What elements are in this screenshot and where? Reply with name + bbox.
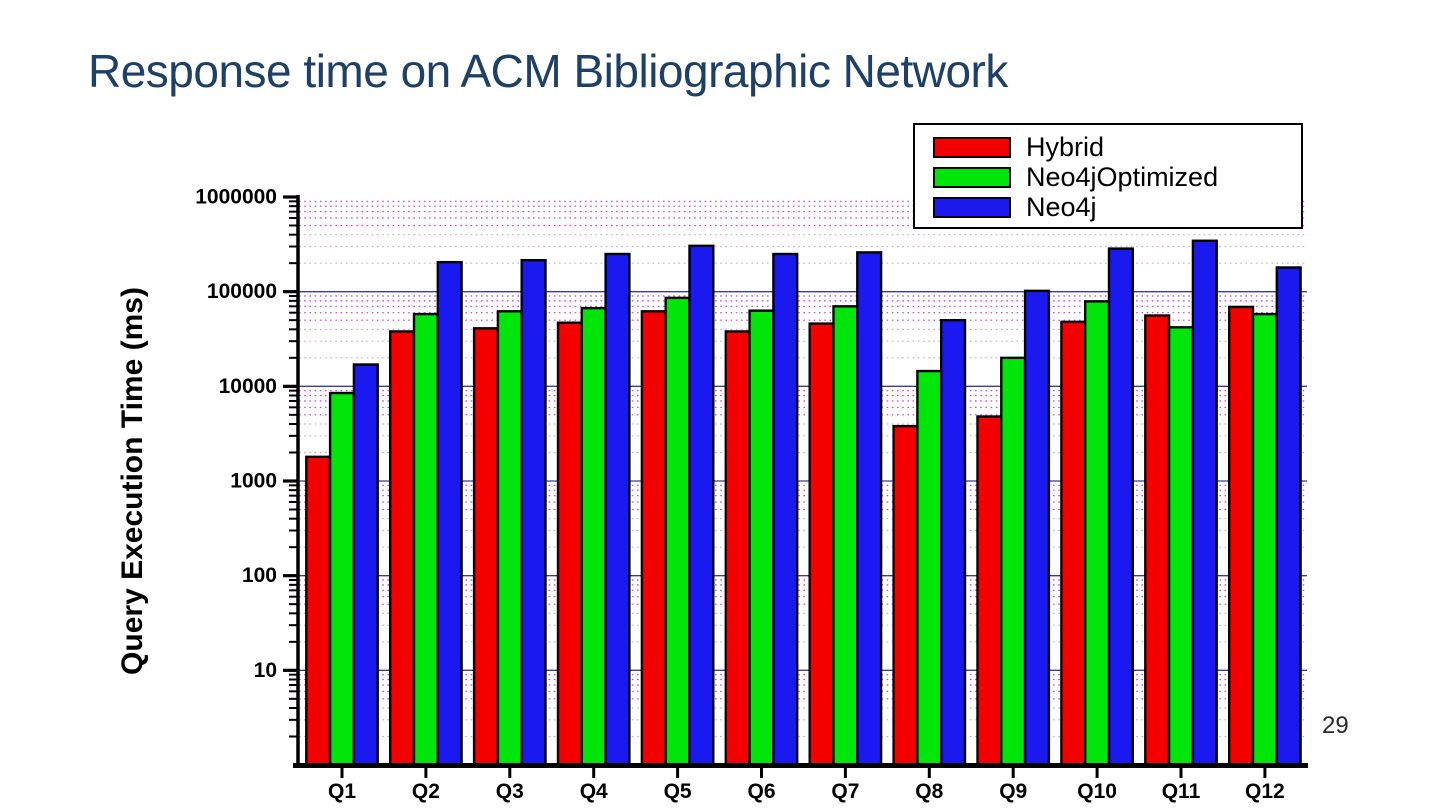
y-tick-label: 10000	[219, 375, 277, 398]
bar-hybrid-q1	[305, 455, 332, 767]
bar-hybrid-q2	[389, 330, 416, 767]
bar-neo4joptimized-q9	[1000, 356, 1027, 767]
y-tick-label: 100	[242, 564, 277, 587]
bar-hybrid-q11	[1144, 314, 1171, 767]
bar-neo4joptimized-q7	[832, 305, 859, 767]
bar-hybrid-q5	[640, 310, 667, 767]
x-tick-label: Q12	[1245, 780, 1285, 803]
legend-label-neo4joptimized: Neo4jOptimized	[1026, 161, 1219, 192]
bar-neo4joptimized-q3	[496, 310, 523, 767]
x-tick-label: Q5	[664, 780, 692, 803]
bar-hybrid-q3	[472, 327, 500, 767]
bar-neo4joptimized-q4	[580, 306, 607, 767]
bar-neo4j-q10	[1107, 247, 1134, 767]
bar-neo4j-q11	[1191, 239, 1218, 767]
bar-hybrid-q8	[892, 424, 919, 767]
y-tick-label: 100000	[207, 280, 277, 303]
bar-hybrid-q4	[556, 321, 583, 767]
x-tick-label: Q3	[496, 780, 524, 803]
bar-hybrid-q6	[724, 330, 751, 767]
bar-hybrid-q12	[1227, 305, 1255, 767]
x-tick-label: Q8	[915, 780, 943, 803]
x-tick-label: Q9	[999, 780, 1027, 803]
y-tick-label: 10	[254, 659, 277, 682]
bar-neo4j-q5	[688, 244, 715, 767]
bar-neo4joptimized-q12	[1251, 312, 1278, 767]
bar-hybrid-q7	[808, 322, 835, 767]
bar-neo4j-q3	[520, 258, 547, 767]
legend-item-neo4joptimized: Neo4jOptimized	[933, 162, 1301, 192]
legend-item-neo4j: Neo4j	[933, 192, 1301, 222]
legend-label-hybrid: Hybrid	[1026, 131, 1105, 162]
bar-neo4j-q6	[772, 252, 799, 767]
bar-neo4j-q1	[352, 363, 379, 767]
x-tick-label: Q2	[412, 780, 440, 803]
bar-hybrid-q9	[976, 415, 1003, 767]
bar-neo4joptimized-q10	[1083, 300, 1111, 767]
legend-item-hybrid: Hybrid	[933, 132, 1301, 162]
bar-neo4j-q2	[436, 260, 463, 767]
bar-neo4j-q4	[604, 252, 631, 767]
bar-neo4j-q12	[1275, 266, 1302, 767]
x-tick-label: Q4	[580, 780, 608, 803]
bar-neo4joptimized-q1	[328, 391, 356, 767]
x-tick-label: Q7	[831, 780, 859, 803]
bar-neo4j-q8	[940, 318, 967, 767]
page-number: 29	[1322, 712, 1349, 739]
x-tick-label: Q11	[1162, 780, 1201, 803]
bar-neo4j-q7	[856, 251, 883, 767]
y-tick-label: 1000000	[195, 186, 277, 209]
legend-swatch-neo4joptimized	[933, 166, 1011, 188]
page-title: Response time on ACM Bibliographic Netwo…	[88, 45, 1008, 97]
x-tick-label: Q6	[747, 780, 775, 803]
bar-neo4j-q9	[1023, 289, 1051, 767]
bar-neo4joptimized-q6	[748, 309, 775, 767]
bar-neo4joptimized-q11	[1167, 326, 1195, 767]
bar-neo4joptimized-q5	[664, 296, 691, 767]
legend-swatch-hybrid	[933, 136, 1011, 158]
y-axis-title: Query Execution Time (ms)	[116, 287, 149, 675]
bar-hybrid-q10	[1060, 320, 1087, 767]
legend-label-neo4j: Neo4j	[1026, 191, 1097, 222]
bar-neo4joptimized-q8	[916, 369, 943, 767]
bar-neo4joptimized-q2	[412, 312, 439, 767]
x-tick-label: Q1	[328, 780, 356, 803]
x-tick-label: Q10	[1077, 780, 1117, 803]
y-tick-label: 1000	[230, 470, 277, 493]
legend: Hybrid Neo4jOptimized Neo4j	[913, 123, 1303, 229]
legend-swatch-neo4j	[933, 196, 1011, 218]
